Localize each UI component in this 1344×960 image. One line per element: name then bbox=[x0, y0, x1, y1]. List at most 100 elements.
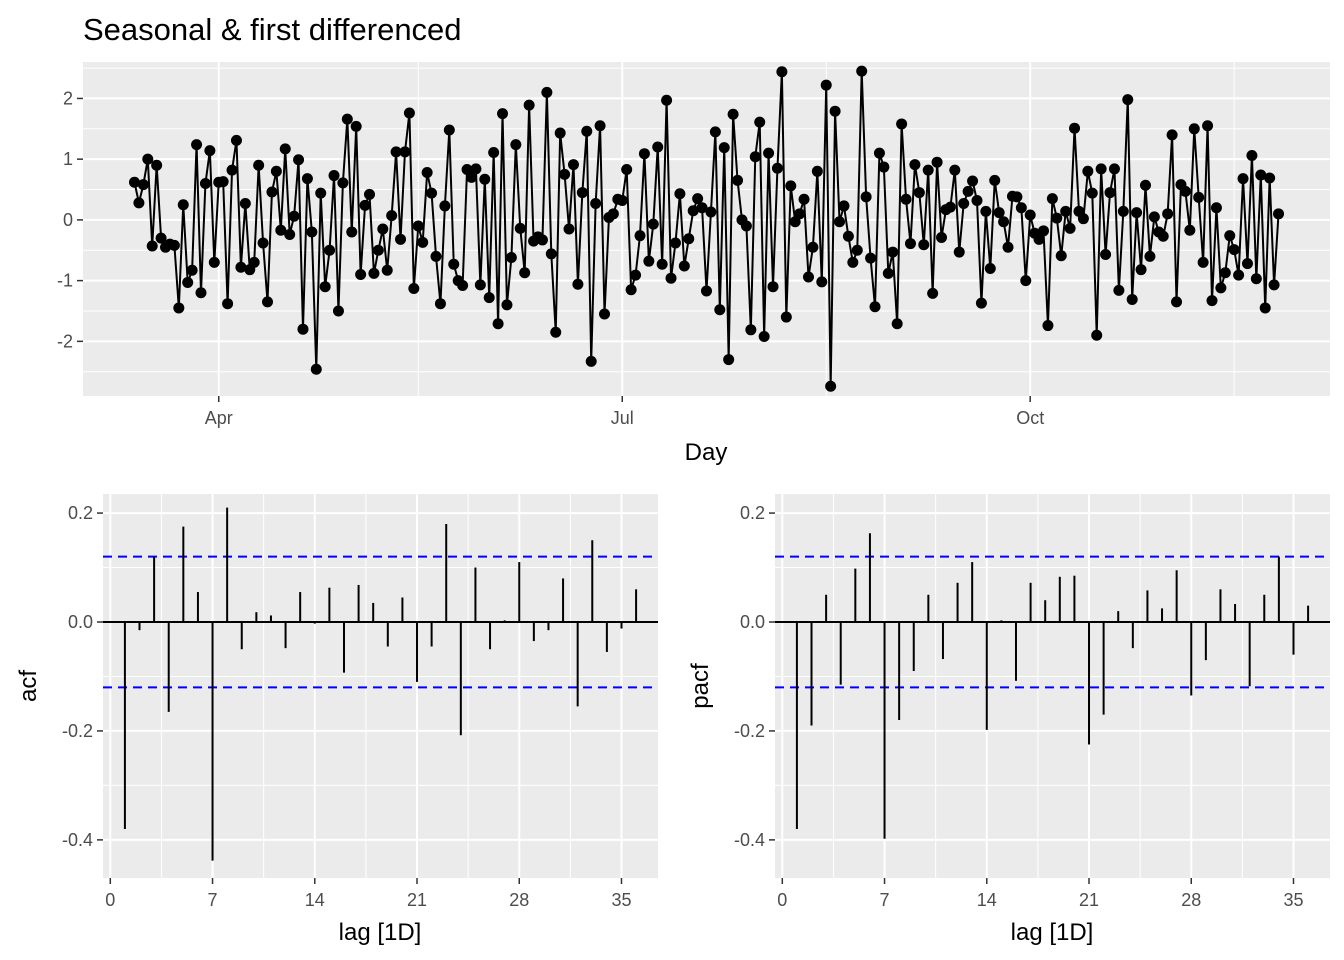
time-series-point bbox=[293, 154, 305, 166]
time-series-panel: -2 -1 0 1 2 Apr Jul Oct bbox=[57, 62, 1330, 428]
time-series-point bbox=[971, 194, 983, 206]
time-series-point bbox=[483, 292, 495, 304]
time-series-point bbox=[536, 234, 548, 246]
time-series-point bbox=[492, 318, 504, 330]
time-series-point bbox=[678, 260, 690, 272]
acf-bars bbox=[103, 507, 658, 861]
acf-x-tick-label: 21 bbox=[407, 890, 427, 910]
time-series-point bbox=[630, 269, 642, 281]
time-series-point bbox=[146, 240, 158, 252]
time-series-point bbox=[306, 226, 318, 238]
pacf-ticks: -0.4 -0.2 0.0 0.2 0 7 14 21 28 35 bbox=[734, 503, 1304, 910]
time-series-point bbox=[998, 216, 1010, 228]
time-series-point bbox=[638, 148, 650, 160]
time-series-point bbox=[643, 255, 655, 267]
pacf-x-tick-label: 7 bbox=[880, 890, 890, 910]
time-series-point bbox=[727, 108, 739, 120]
time-series-point bbox=[1002, 241, 1014, 253]
time-series-point bbox=[656, 258, 668, 270]
time-series-point bbox=[851, 244, 863, 256]
time-series-point bbox=[350, 120, 362, 132]
time-series-point bbox=[443, 124, 455, 136]
time-series-point bbox=[310, 363, 322, 375]
time-series-point bbox=[1219, 267, 1231, 279]
time-series-point bbox=[607, 208, 619, 220]
acf-y-tick-label: -0.4 bbox=[62, 830, 93, 850]
time-series-point bbox=[820, 79, 832, 91]
time-series-point bbox=[372, 244, 384, 256]
acf-ticks: -0.4 -0.2 0.0 0.2 0 7 14 21 28 35 bbox=[62, 503, 632, 910]
time-series-point bbox=[390, 146, 402, 158]
time-series-point bbox=[439, 200, 451, 212]
time-series-point bbox=[838, 200, 850, 212]
time-series-point bbox=[208, 256, 220, 268]
time-series-point bbox=[239, 197, 251, 209]
acf-y-tick-label: 0.2 bbox=[68, 503, 93, 523]
chart-title: Seasonal & first differenced bbox=[83, 12, 462, 47]
time-series-point bbox=[1224, 230, 1236, 242]
time-series-point bbox=[1024, 209, 1036, 221]
time-series-point bbox=[984, 262, 996, 274]
pacf-x-tick-label: 0 bbox=[777, 890, 787, 910]
pacf-background bbox=[775, 494, 1330, 878]
time-series-point bbox=[909, 159, 921, 171]
time-series-point bbox=[1237, 173, 1249, 185]
time-series-point bbox=[337, 177, 349, 189]
time-series-point bbox=[523, 99, 535, 111]
time-series-point bbox=[133, 197, 145, 209]
time-series-point bbox=[585, 355, 597, 367]
time-series-point bbox=[399, 146, 411, 158]
time-series-point bbox=[155, 232, 167, 244]
time-series-point bbox=[621, 163, 633, 175]
acf-x-tick-label: 0 bbox=[105, 890, 115, 910]
time-series-point bbox=[944, 201, 956, 213]
time-series-point bbox=[1126, 293, 1138, 305]
time-series-point bbox=[771, 162, 783, 174]
time-series-point bbox=[434, 298, 446, 310]
time-series-point bbox=[980, 205, 992, 217]
time-series-point bbox=[958, 197, 970, 209]
time-series-point bbox=[1122, 94, 1134, 106]
time-series-point bbox=[1033, 233, 1045, 245]
time-series-point bbox=[1162, 208, 1174, 220]
acf-x-tick-label: 35 bbox=[611, 890, 631, 910]
time-series-point bbox=[869, 301, 881, 313]
time-series-point bbox=[989, 174, 1001, 186]
time-series-point bbox=[1179, 185, 1191, 197]
time-series-point bbox=[683, 233, 695, 245]
time-series-point bbox=[430, 250, 442, 262]
time-series-point bbox=[222, 298, 234, 310]
time-series-point bbox=[856, 65, 868, 77]
time-series-y-tick-label: 2 bbox=[63, 88, 73, 108]
time-series-point bbox=[1086, 187, 1098, 199]
time-series-x-axis-title: Day bbox=[685, 439, 728, 466]
acf-x-axis-title: lag [1D] bbox=[339, 919, 422, 946]
time-series-y-tick-label: -1 bbox=[57, 271, 73, 291]
acf-background bbox=[103, 494, 658, 878]
time-series-point bbox=[709, 126, 721, 138]
time-series-point bbox=[1139, 179, 1151, 191]
time-series-point bbox=[319, 281, 331, 293]
acf-y-tick-label: -0.2 bbox=[62, 721, 93, 741]
time-series-point bbox=[1091, 329, 1103, 341]
time-series-point bbox=[949, 164, 961, 176]
time-series-point bbox=[457, 279, 469, 291]
time-series-point bbox=[381, 264, 393, 276]
time-series-point bbox=[1228, 244, 1240, 256]
time-series-point bbox=[474, 279, 486, 291]
pacf-y-axis-title: pacf bbox=[687, 663, 714, 709]
time-series-point bbox=[1095, 163, 1107, 175]
time-series-point bbox=[918, 239, 930, 251]
time-series-point bbox=[825, 380, 837, 392]
time-series-point bbox=[279, 143, 291, 155]
time-series-point bbox=[1117, 205, 1129, 217]
time-series-point bbox=[780, 311, 792, 323]
time-series-point bbox=[1250, 273, 1262, 285]
time-series-point bbox=[377, 223, 389, 235]
time-series-point bbox=[1131, 207, 1143, 219]
time-series-point bbox=[873, 147, 885, 159]
time-series-point bbox=[142, 153, 154, 165]
time-series-point bbox=[137, 179, 149, 191]
pacf-x-tick-label: 28 bbox=[1181, 890, 1201, 910]
time-series-point bbox=[1108, 163, 1120, 175]
